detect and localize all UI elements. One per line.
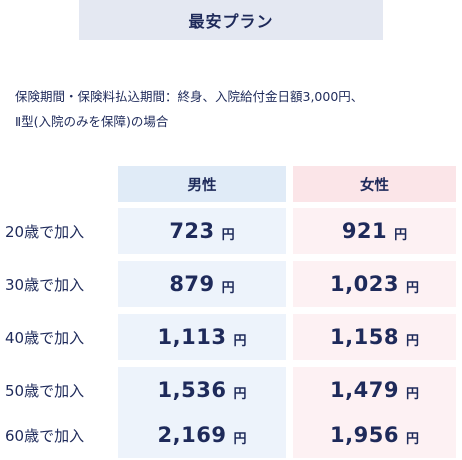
premium-value: 879 <box>169 272 215 296</box>
premium-value: 921 <box>341 219 388 243</box>
premium-cell-male-age-60: 2,169 円 <box>118 412 286 458</box>
row-label-age-50: 50歳で加入 <box>5 381 85 400</box>
premium-value: 723 <box>169 219 215 243</box>
premium-cell-female-age-60: 1,956 円 <box>293 412 456 458</box>
yen-unit: 円 <box>233 386 247 402</box>
plan-conditions-line-1: 保険期間・保険料払込期間：終身、入院給付金日額3,000円、 <box>15 89 364 104</box>
premium-cell-female-age-40: 1,158 円 <box>293 314 456 360</box>
premium-cell-female-age-20: 921 円 <box>293 208 456 254</box>
row-label-age-40: 40歳で加入 <box>5 328 85 347</box>
plan-title: 最安プラン <box>188 12 274 31</box>
premium-value: 2,169 <box>157 423 227 447</box>
yen-unit: 円 <box>405 280 419 296</box>
yen-unit: 円 <box>405 431 419 447</box>
premium-value: 1,158 <box>330 325 399 349</box>
premium-cell-female-age-30: 1,023 円 <box>293 261 456 307</box>
plan-conditions-line-2: Ⅱ型(入院のみを保障)の場合 <box>15 114 169 129</box>
header-female: 女性 <box>293 166 456 202</box>
premium-value: 1,956 <box>330 423 399 447</box>
yen-unit: 円 <box>394 227 408 243</box>
row-label-age-20: 20歳で加入 <box>5 222 85 241</box>
premium-cell-male-age-30: 879 円 <box>118 261 286 307</box>
yen-unit: 円 <box>221 280 235 296</box>
premium-cell-male-age-20: 723 円 <box>118 208 286 254</box>
premium-value: 1,536 <box>157 378 227 402</box>
plan-title-banner: 最安プラン <box>79 0 383 40</box>
yen-unit: 円 <box>233 333 247 349</box>
plan-conditions: 保険期間・保険料払込期間：終身、入院給付金日額3,000円、 Ⅱ型(入院のみを保… <box>15 84 455 134</box>
premium-cell-male-age-50: 1,536 円 <box>118 367 286 413</box>
row-label-age-30: 30歳で加入 <box>5 275 85 294</box>
premium-cell-male-age-40: 1,113 円 <box>118 314 286 360</box>
yen-unit: 円 <box>221 227 235 243</box>
premium-value: 1,479 <box>330 378 399 402</box>
premium-value: 1,023 <box>330 272 399 296</box>
header-male: 男性 <box>118 166 286 202</box>
premium-cell-female-age-50: 1,479 円 <box>293 367 456 413</box>
yen-unit: 円 <box>233 431 247 447</box>
yen-unit: 円 <box>405 333 419 349</box>
premium-value: 1,113 <box>157 325 227 349</box>
yen-unit: 円 <box>405 386 419 402</box>
row-label-age-60: 60歳で加入 <box>5 426 85 445</box>
